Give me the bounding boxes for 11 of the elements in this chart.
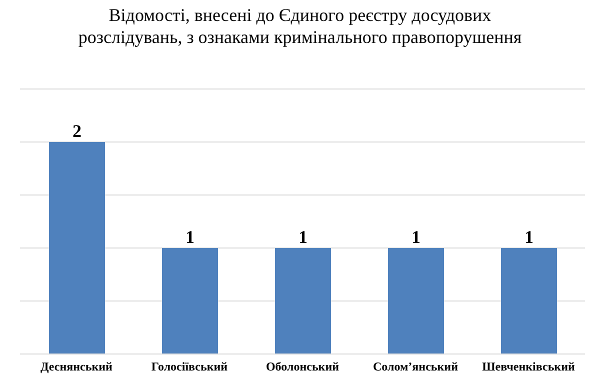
chart-title: Відомості, внесені до Єдиного реєстру досудових розслідувань, з ознаками кримінального правопорушення xyxy=(77,4,523,48)
x-tick-label: Голосіївський xyxy=(151,360,228,374)
data-label: 1 xyxy=(186,227,194,247)
x-tick-label: Оболонський xyxy=(266,360,340,374)
data-label: 2 xyxy=(72,121,82,141)
data-label: 1 xyxy=(412,227,420,247)
x-tick-label: Шевченківський xyxy=(482,360,575,374)
x-tick-label: Солом’янський xyxy=(372,360,458,374)
data-label: 1 xyxy=(524,227,534,247)
x-tick-label: Деснянський xyxy=(40,360,113,374)
data-label: 1 xyxy=(298,227,308,247)
